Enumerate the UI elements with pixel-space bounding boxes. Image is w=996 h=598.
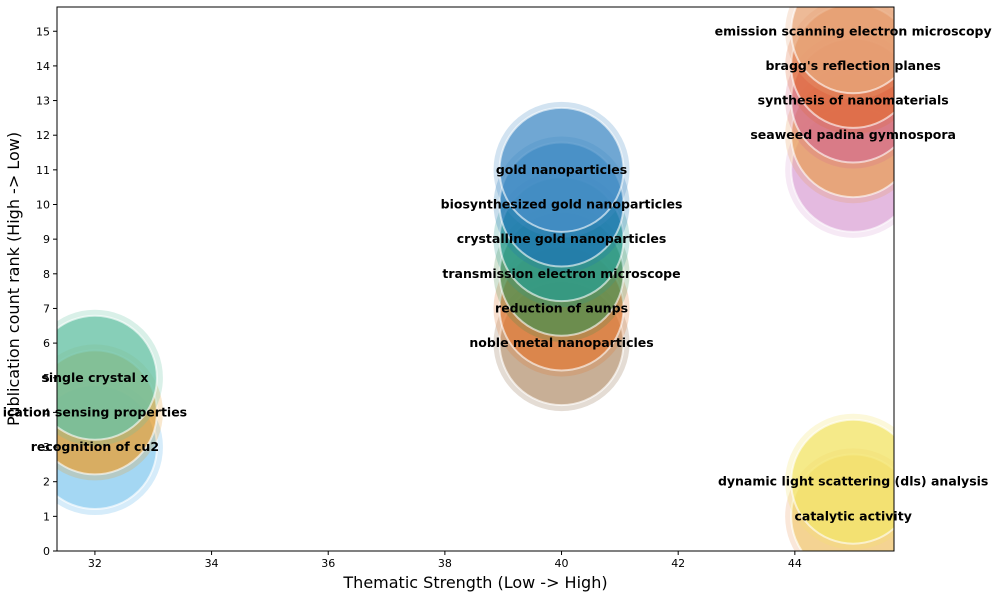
y-tick-label: 8 xyxy=(43,268,50,281)
x-tick-label: 32 xyxy=(88,557,102,570)
data-bubble-circle xyxy=(57,314,158,441)
y-tick-label: 11 xyxy=(36,164,50,177)
bubble-label: gold nanoparticles xyxy=(496,162,627,177)
y-tick-label: 12 xyxy=(36,129,50,142)
x-tick-label: 44 xyxy=(788,557,802,570)
y-tick-label: 2 xyxy=(43,476,50,489)
bubble-label: emission scanning electron microscopy xyxy=(715,23,992,38)
bubble-labels-layer: single crystal x ication sensing properti… xyxy=(3,23,992,523)
bubble-label: single crystal x xyxy=(41,370,148,385)
x-tick-label: 38 xyxy=(438,557,452,570)
y-tick-label: 15 xyxy=(36,25,50,38)
y-tick-label: 4 xyxy=(43,406,50,419)
x-tick-label: 42 xyxy=(671,557,685,570)
x-axis-title: Thematic Strength (Low -> High) xyxy=(342,573,607,592)
plot-frame xyxy=(56,6,895,552)
bubble-label: crystalline gold nanoparticles xyxy=(457,231,667,246)
bubble-label: bragg's reflection planes xyxy=(765,58,940,73)
y-axis-title: Publication count rank (High -> Low) xyxy=(4,132,23,426)
bubble-label: transmission electron microscope xyxy=(442,266,680,281)
y-tick-label: 9 xyxy=(43,233,50,246)
bubble-label: noble metal nanoparticles xyxy=(469,335,653,350)
data-bubble xyxy=(785,413,894,550)
y-tick-label: 13 xyxy=(36,95,50,108)
y-tick-label: 10 xyxy=(36,199,50,212)
data-bubble-circle xyxy=(498,106,625,233)
data-bubble xyxy=(57,309,163,446)
bubbles-layer xyxy=(57,7,894,551)
bubble-label: catalytic activity xyxy=(794,508,911,523)
y-tick-label: 6 xyxy=(43,337,50,350)
bubble-label: synthesis of nanomaterials xyxy=(758,93,949,108)
x-tick-label: 36 xyxy=(321,557,335,570)
data-bubble xyxy=(493,101,630,238)
bubble-label: ication sensing properties xyxy=(3,404,187,419)
x-tick-label: 40 xyxy=(555,557,569,570)
y-tick-label: 1 xyxy=(43,510,50,523)
data-bubble-circle xyxy=(790,418,894,545)
bubble-label: biosynthesized gold nanoparticles xyxy=(441,197,683,212)
y-tick-label: 0 xyxy=(43,545,50,558)
y-tick-label: 7 xyxy=(43,302,50,315)
bubble-label: dynamic light scattering (dls) analysis xyxy=(718,474,988,489)
bubble-label: recognition of cu2 xyxy=(31,439,159,454)
bubble-label: seaweed padina gymnospora xyxy=(750,127,956,142)
y-tick-label: 3 xyxy=(43,441,50,454)
y-tick-label: 5 xyxy=(43,372,50,385)
data-bubble xyxy=(785,7,894,100)
bubble-label: reduction of aunps xyxy=(495,300,628,315)
y-tick-label: 14 xyxy=(36,60,50,73)
x-tick-label: 34 xyxy=(205,557,219,570)
data-bubble-circle xyxy=(790,7,894,95)
